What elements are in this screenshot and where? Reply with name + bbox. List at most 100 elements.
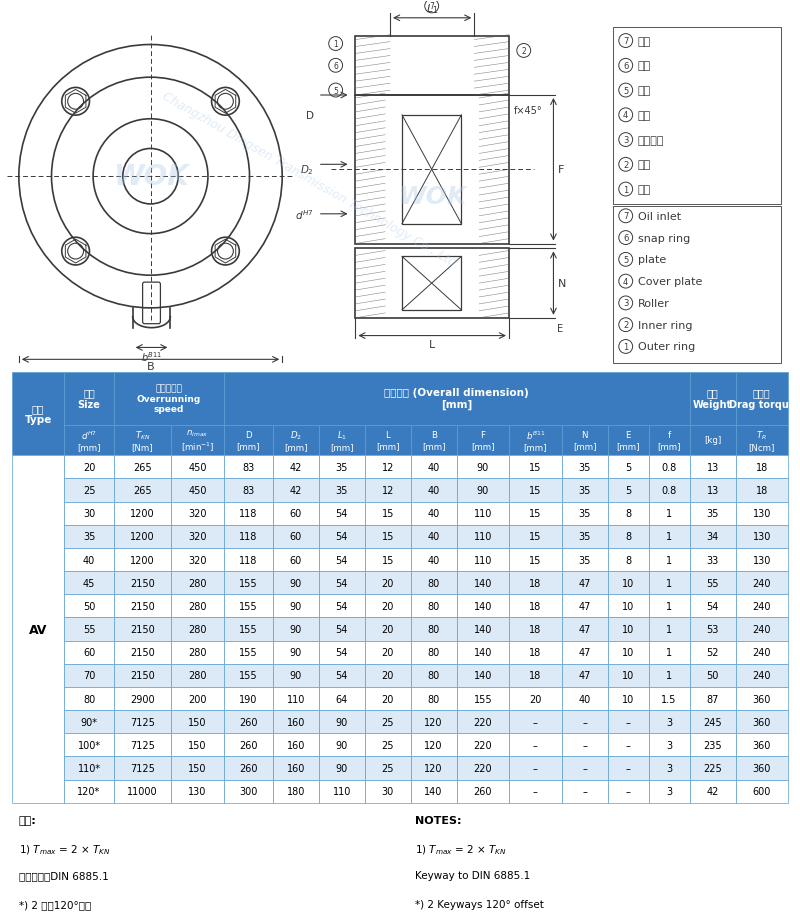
Text: 1.5: 1.5	[662, 694, 677, 704]
Text: N: N	[558, 278, 566, 289]
Text: 240: 240	[753, 624, 771, 634]
Bar	[365, 618, 410, 641]
Text: $d^{H7}$: $d^{H7}$	[295, 208, 314, 221]
Text: 18: 18	[530, 601, 542, 611]
Bar	[690, 595, 735, 618]
Text: 140: 140	[474, 624, 492, 634]
Bar	[562, 572, 607, 595]
Bar	[457, 618, 509, 641]
Bar	[114, 687, 171, 710]
Text: –: –	[533, 717, 538, 727]
Text: 10: 10	[622, 694, 634, 704]
Text: 110: 110	[474, 509, 492, 518]
Text: 80: 80	[427, 601, 440, 611]
Bar	[273, 502, 318, 526]
Bar	[607, 780, 649, 803]
Bar	[318, 572, 365, 595]
Bar	[457, 733, 509, 756]
Text: 320: 320	[188, 555, 206, 565]
Bar	[509, 641, 562, 664]
Text: 1: 1	[666, 555, 672, 565]
Bar	[607, 425, 649, 456]
Text: 13: 13	[706, 485, 718, 495]
Bar	[273, 549, 318, 572]
Bar	[562, 502, 607, 526]
Text: 53: 53	[706, 624, 718, 634]
Text: 280: 280	[188, 671, 206, 681]
Text: 60: 60	[290, 509, 302, 518]
Text: 2150: 2150	[130, 578, 154, 588]
Text: 235: 235	[703, 740, 722, 750]
Text: 1: 1	[666, 509, 672, 518]
Text: 20: 20	[382, 671, 394, 681]
Bar	[355, 249, 509, 318]
Bar	[114, 710, 171, 733]
Text: 15: 15	[382, 509, 394, 518]
Text: Oil inlet: Oil inlet	[638, 211, 681, 221]
Bar	[410, 549, 457, 572]
Bar	[318, 687, 365, 710]
Text: 5: 5	[625, 462, 631, 472]
Text: 备注:: 备注:	[19, 815, 37, 825]
Text: 1: 1	[666, 601, 672, 611]
Text: 25: 25	[382, 717, 394, 727]
Text: 外型尺寸 (Overall dimension)
[mm]: 外型尺寸 (Overall dimension) [mm]	[384, 388, 529, 410]
Text: 35: 35	[578, 462, 590, 472]
Text: 155: 155	[239, 624, 258, 634]
Bar	[562, 641, 607, 664]
Bar	[410, 756, 457, 780]
Bar	[65, 572, 114, 595]
Bar	[607, 549, 649, 572]
Text: 型号
Type: 型号 Type	[25, 403, 52, 425]
Text: 7: 7	[623, 212, 629, 221]
Text: 55: 55	[706, 578, 719, 588]
Bar	[562, 780, 607, 803]
Bar	[273, 456, 318, 479]
Text: 滚珠组件: 滚珠组件	[638, 135, 664, 145]
Text: 35: 35	[335, 485, 348, 495]
Bar	[509, 664, 562, 687]
Bar	[649, 595, 690, 618]
Text: 2: 2	[623, 161, 628, 170]
Text: 60: 60	[290, 532, 302, 542]
Bar	[318, 756, 365, 780]
Text: 18: 18	[756, 485, 768, 495]
Text: 5: 5	[623, 86, 628, 96]
Bar	[509, 780, 562, 803]
Bar	[735, 756, 788, 780]
Bar	[318, 780, 365, 803]
Bar	[690, 502, 735, 526]
Bar	[410, 710, 457, 733]
Text: 300: 300	[239, 787, 258, 797]
Text: 280: 280	[188, 624, 206, 634]
Bar	[457, 595, 509, 618]
Text: 200: 200	[188, 694, 206, 704]
Bar	[562, 733, 607, 756]
Text: snap ring: snap ring	[638, 233, 690, 244]
Text: 54: 54	[335, 624, 348, 634]
Text: 15: 15	[529, 485, 542, 495]
Bar	[171, 710, 224, 733]
Bar	[224, 710, 273, 733]
Text: 118: 118	[239, 532, 258, 542]
Text: 220: 220	[474, 717, 492, 727]
Text: 240: 240	[753, 648, 771, 657]
Bar	[410, 733, 457, 756]
Text: 220: 220	[474, 763, 492, 773]
Text: 280: 280	[188, 648, 206, 657]
Bar	[690, 456, 735, 479]
Bar	[402, 257, 462, 311]
Bar	[171, 687, 224, 710]
Text: 160: 160	[286, 740, 305, 750]
Bar	[273, 756, 318, 780]
Text: 155: 155	[239, 578, 258, 588]
Text: –: –	[533, 763, 538, 773]
Text: 1200: 1200	[130, 532, 154, 542]
Text: 18: 18	[530, 624, 542, 634]
Bar	[690, 526, 735, 549]
Text: 20: 20	[83, 462, 95, 472]
Text: 40: 40	[427, 485, 440, 495]
Text: 2150: 2150	[130, 601, 154, 611]
Text: 90: 90	[290, 624, 302, 634]
Text: 260: 260	[474, 787, 492, 797]
